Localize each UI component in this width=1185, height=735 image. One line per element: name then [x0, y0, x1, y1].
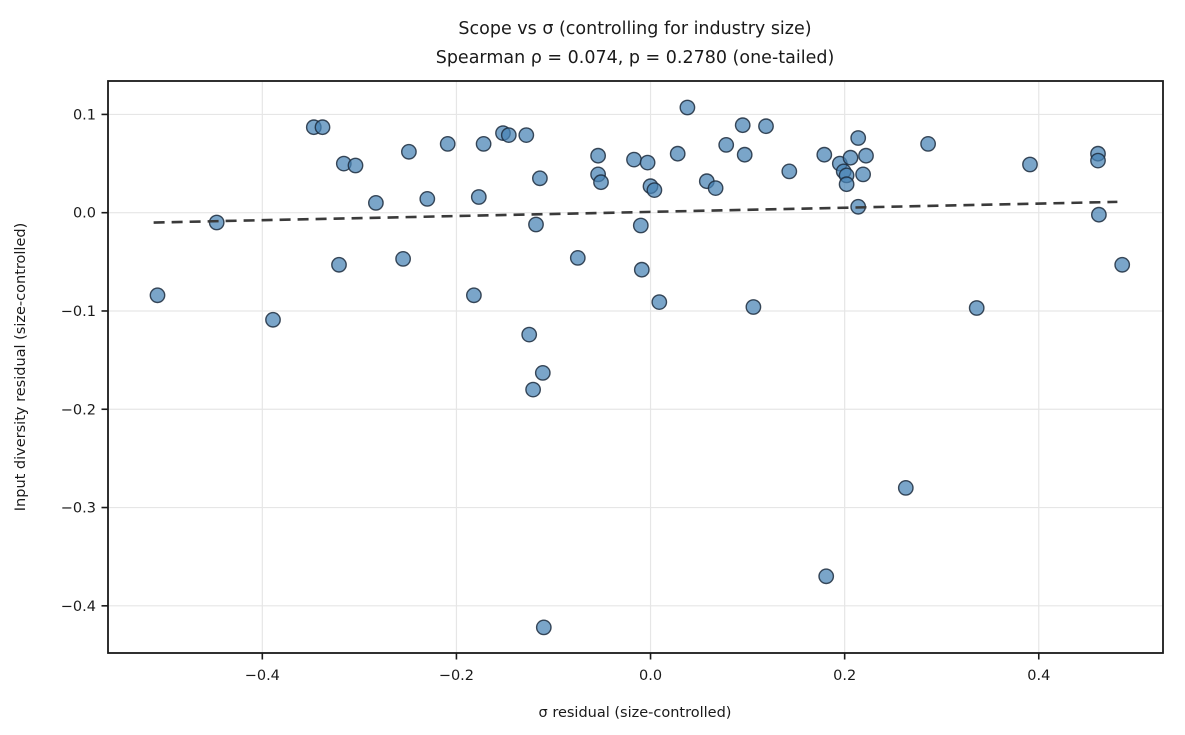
- svg-text:−0.3: −0.3: [61, 501, 96, 517]
- x-tick-labels: −0.4 −0.2 0.0 0.2 0.4: [245, 668, 1051, 684]
- svg-text:0.0: 0.0: [639, 668, 662, 684]
- svg-text:0.4: 0.4: [1027, 668, 1050, 684]
- chart-title: Scope vs σ (controlling for industry siz…: [458, 19, 811, 39]
- svg-text:−0.2: −0.2: [61, 402, 96, 418]
- scatter-points: [149, 99, 1131, 636]
- tick-marks: [101, 113, 1040, 660]
- x-axis-label: σ residual (size-controlled): [539, 705, 732, 721]
- plot-border: [107, 80, 1164, 654]
- svg-text:0.0: 0.0: [73, 206, 96, 222]
- gridlines: [108, 81, 1163, 653]
- y-axis-label: Input diversity residual (size-controlle…: [13, 223, 29, 511]
- svg-text:−0.4: −0.4: [61, 599, 96, 615]
- svg-text:0.2: 0.2: [833, 668, 856, 684]
- svg-text:0.1: 0.1: [73, 107, 96, 123]
- svg-text:−0.2: −0.2: [439, 668, 474, 684]
- chart-subtitle: Spearman ρ = 0.074, p = 0.2780 (one-tail…: [436, 48, 835, 68]
- svg-text:−0.1: −0.1: [61, 304, 96, 320]
- y-tick-labels: 0.1 0.0 −0.1 −0.2 −0.3 −0.4: [61, 107, 96, 614]
- svg-text:−0.4: −0.4: [245, 668, 280, 684]
